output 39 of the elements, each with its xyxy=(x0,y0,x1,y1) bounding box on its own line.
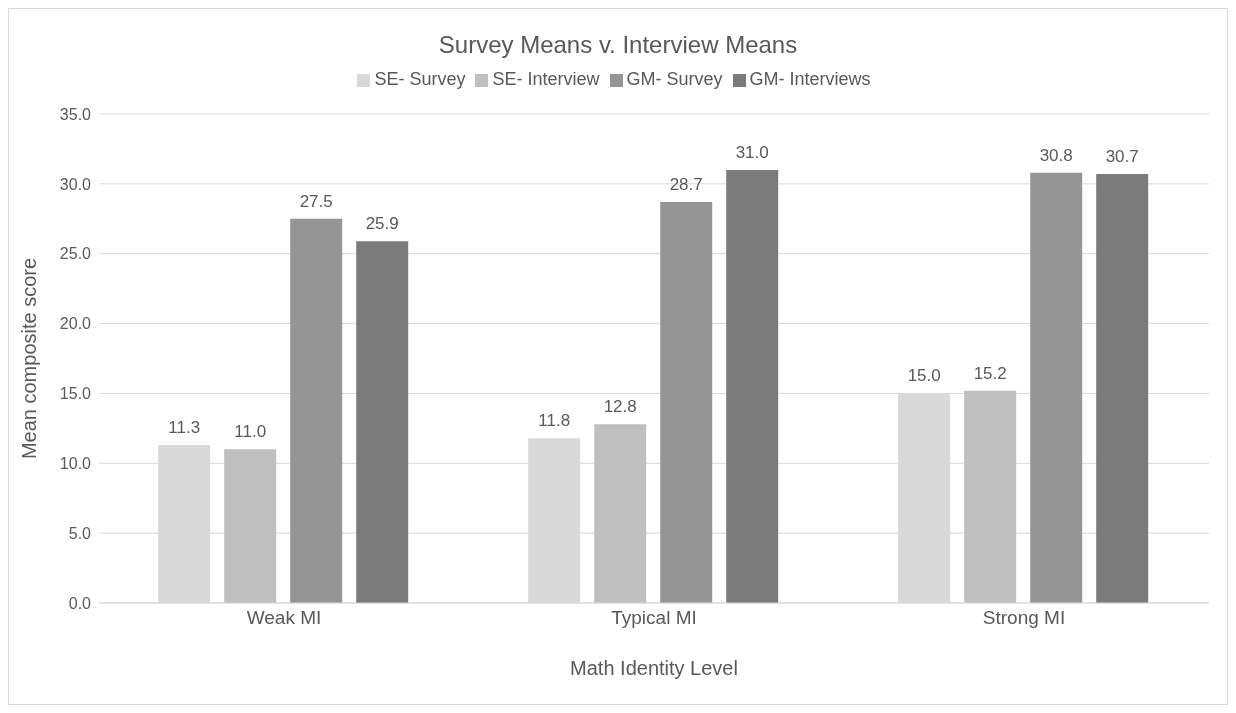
data-label: 25.9 xyxy=(365,214,399,234)
bar xyxy=(290,218,343,603)
chart-title: Survey Means v. Interview Means xyxy=(437,31,799,60)
legend-label: GM- Interviews xyxy=(749,69,871,89)
y-tick-label: 5.0 xyxy=(68,524,92,542)
y-tick-label: 25.0 xyxy=(59,245,92,263)
bar xyxy=(660,202,713,603)
bar xyxy=(726,169,779,603)
x-tick-label: Weak MI xyxy=(246,607,322,629)
bar xyxy=(1096,174,1149,603)
y-tick-label: 35.0 xyxy=(59,105,92,123)
y-axis-title: Mean composite score xyxy=(18,257,41,460)
data-label: 11.0 xyxy=(234,422,267,442)
bar xyxy=(1030,172,1083,603)
data-label: 12.8 xyxy=(603,397,637,417)
x-axis-title: Math Identity Level xyxy=(570,657,738,679)
data-label: 30.7 xyxy=(1105,147,1139,167)
data-label: 30.8 xyxy=(1039,145,1073,165)
bar xyxy=(964,390,1017,603)
bar xyxy=(224,449,277,603)
data-label: 11.8 xyxy=(538,411,571,431)
y-tick-label: 30.0 xyxy=(59,175,92,193)
data-label: 15.0 xyxy=(907,366,941,386)
data-label: 31.0 xyxy=(735,142,769,162)
y-tick-label: 15.0 xyxy=(59,385,92,403)
y-tick-label: 0.0 xyxy=(68,594,92,612)
legend-label: SE- Interview xyxy=(492,69,600,89)
bar xyxy=(594,424,647,603)
y-tick-label: 10.0 xyxy=(59,454,92,472)
legend-label: SE- Survey xyxy=(374,69,466,89)
y-tick-label: 20.0 xyxy=(59,315,92,333)
data-label: 27.5 xyxy=(299,191,333,211)
legend-label: GM- Survey xyxy=(626,69,723,89)
bar xyxy=(356,241,409,603)
x-tick-label: Typical MI xyxy=(611,607,697,629)
data-label: 15.2 xyxy=(973,363,1007,383)
data-label: 11.3 xyxy=(168,418,201,438)
data-label: 28.7 xyxy=(669,175,703,195)
x-tick-label: Strong MI xyxy=(982,607,1066,629)
